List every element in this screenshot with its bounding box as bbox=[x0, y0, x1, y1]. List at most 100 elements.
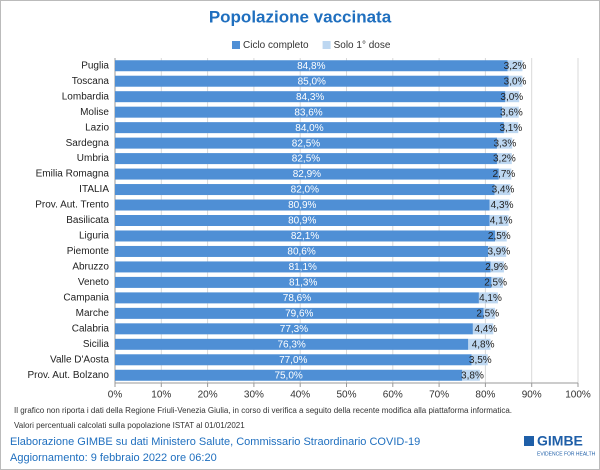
bar-segment bbox=[115, 323, 473, 335]
value-label: 77,3% bbox=[280, 324, 308, 335]
bar-segment bbox=[115, 292, 479, 304]
value-label: 85,0% bbox=[298, 76, 326, 87]
value-label: 3,4% bbox=[492, 185, 515, 196]
y-tick-label: Lazio bbox=[85, 122, 109, 133]
logo-name: GIMBE bbox=[537, 433, 583, 449]
bar-segment bbox=[115, 60, 508, 72]
bar-segment bbox=[115, 245, 489, 257]
bar-segment bbox=[471, 354, 488, 366]
value-label: 3,6% bbox=[500, 107, 523, 118]
x-tick-label: 70% bbox=[429, 390, 449, 401]
value-label: 3,0% bbox=[504, 76, 527, 87]
chart-title: Popolazione vaccinata bbox=[209, 7, 392, 26]
x-tick-label: 80% bbox=[475, 390, 495, 401]
value-label: 4,1% bbox=[479, 293, 502, 304]
bar-segment bbox=[489, 199, 510, 211]
y-tick-label: Puglia bbox=[81, 60, 109, 71]
value-label: 3,9% bbox=[487, 247, 510, 258]
x-tick-label: 40% bbox=[290, 390, 310, 401]
value-label: 84,8% bbox=[297, 61, 325, 72]
x-tick-label: 60% bbox=[383, 390, 403, 401]
value-label: 4,1% bbox=[490, 216, 513, 227]
value-label: 78,6% bbox=[283, 293, 311, 304]
y-tick-label: Molise bbox=[80, 107, 109, 118]
y-tick-label: Piemonte bbox=[67, 246, 110, 257]
bar-segment bbox=[495, 230, 507, 242]
value-label: 84,3% bbox=[296, 92, 324, 103]
legend-label: Solo 1° dose bbox=[334, 40, 391, 51]
y-tick-label: Prov. Aut. Trento bbox=[35, 200, 109, 211]
value-label: 4,8% bbox=[472, 339, 495, 350]
bar-segment bbox=[115, 122, 504, 134]
bar-segment bbox=[115, 91, 506, 103]
y-tick-label: Marche bbox=[76, 308, 110, 319]
value-label: 80,6% bbox=[287, 247, 315, 258]
value-label: 3,5% bbox=[469, 355, 492, 366]
legend-label: Ciclo completo bbox=[243, 40, 309, 51]
x-tick-label: 100% bbox=[565, 390, 591, 401]
bar-segment bbox=[115, 215, 490, 226]
y-tick-label: Sicilia bbox=[83, 339, 110, 350]
value-label: 76,3% bbox=[277, 339, 305, 350]
value-label: 2,5% bbox=[484, 278, 507, 289]
bar-segment bbox=[496, 153, 512, 165]
bar-segment bbox=[115, 276, 492, 288]
value-label: 3,2% bbox=[504, 61, 527, 72]
value-label: 82,1% bbox=[291, 231, 319, 242]
y-tick-label: Abruzzo bbox=[72, 262, 109, 273]
bar-segment bbox=[496, 137, 513, 149]
y-tick-label: Umbria bbox=[77, 153, 110, 164]
bar-segment bbox=[115, 307, 484, 319]
value-label: 82,5% bbox=[292, 154, 320, 165]
bar-segment bbox=[115, 261, 491, 273]
source: Elaborazione GIMBE su dati Ministero Sal… bbox=[10, 436, 420, 448]
y-tick-label: Prov. Aut. Bolzano bbox=[27, 370, 109, 381]
value-label: 79,6% bbox=[285, 308, 313, 319]
logo-icon bbox=[524, 436, 534, 446]
bar-segment bbox=[468, 338, 491, 350]
footnote: Il grafico non riporta i dati della Regi… bbox=[14, 406, 512, 415]
bar-segment bbox=[115, 137, 497, 149]
footnote: Valori percentuali calcolati sulla popol… bbox=[14, 421, 245, 430]
bar-segment bbox=[488, 245, 507, 257]
value-label: 81,3% bbox=[289, 278, 317, 289]
value-label: 80,9% bbox=[288, 216, 316, 227]
legend-swatch bbox=[232, 41, 240, 49]
value-label: 2,9% bbox=[485, 262, 508, 273]
bar-segment bbox=[498, 168, 512, 180]
y-tick-label: Calabria bbox=[72, 323, 110, 334]
value-label: 3,1% bbox=[499, 123, 522, 134]
value-label: 2,5% bbox=[488, 231, 511, 242]
bar-segment bbox=[115, 354, 472, 366]
bar-segment bbox=[115, 153, 497, 165]
bar-segment bbox=[478, 292, 498, 304]
bar-segment bbox=[489, 215, 509, 226]
y-tick-label: Sardegna bbox=[66, 138, 110, 149]
value-label: 77,0% bbox=[279, 355, 307, 366]
logo-tagline: EVIDENCE FOR HEALTH bbox=[537, 451, 596, 457]
value-label: 83,6% bbox=[294, 107, 322, 118]
bar-segment bbox=[508, 75, 523, 87]
bar-segment bbox=[483, 307, 496, 319]
bar-segment bbox=[491, 276, 503, 288]
bar-segment bbox=[115, 184, 495, 196]
value-label: 3,2% bbox=[493, 154, 516, 165]
value-label: 80,9% bbox=[288, 200, 316, 211]
y-tick-label: Toscana bbox=[72, 76, 110, 87]
value-label: 3,0% bbox=[500, 92, 523, 103]
update-time: Aggiornamento: 9 febbraio 2022 ore 06:20 bbox=[10, 452, 217, 464]
x-tick-label: 0% bbox=[108, 390, 123, 401]
value-label: 82,5% bbox=[292, 138, 320, 149]
bar-segment bbox=[115, 75, 509, 87]
value-label: 3,8% bbox=[461, 370, 484, 381]
value-label: 2,5% bbox=[476, 308, 499, 319]
value-label: 82,9% bbox=[293, 169, 321, 180]
bar-segment bbox=[115, 369, 463, 381]
logo: GIMBE EVIDENCE FOR HEALTH bbox=[524, 433, 596, 457]
bar-segment bbox=[115, 106, 503, 118]
bar-segment bbox=[502, 106, 519, 118]
x-tick-label: 50% bbox=[336, 390, 356, 401]
y-tick-label: Valle D'Aosta bbox=[50, 354, 109, 365]
